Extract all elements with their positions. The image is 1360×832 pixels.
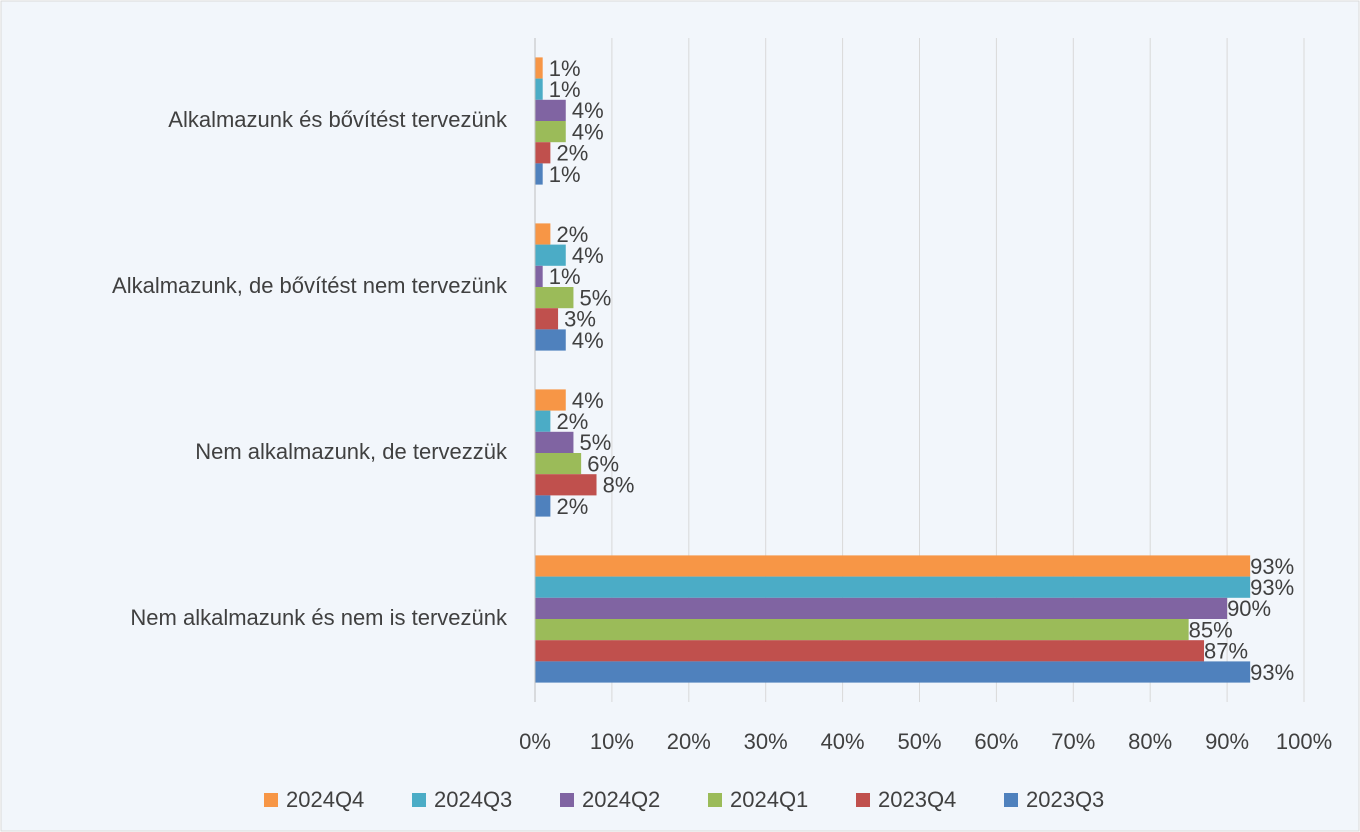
legend-label: 2023Q4	[878, 787, 956, 812]
legend-swatch	[856, 793, 870, 807]
data-label: 1%	[549, 162, 581, 187]
legend-swatch	[560, 793, 574, 807]
bar	[535, 57, 543, 79]
bar	[535, 308, 559, 330]
legend-label: 2024Q2	[582, 787, 660, 812]
data-label: 8%	[603, 473, 635, 498]
bar	[535, 99, 566, 121]
bar	[535, 474, 597, 496]
data-label: 2%	[556, 409, 588, 434]
data-label: 3%	[564, 307, 596, 332]
legend-swatch	[264, 793, 278, 807]
x-tick-label: 80%	[1128, 729, 1172, 754]
legend-label: 2024Q1	[730, 787, 808, 812]
data-label: 1%	[549, 77, 581, 102]
data-label: 2%	[556, 141, 588, 166]
x-tick-label: 60%	[974, 729, 1018, 754]
data-label: 93%	[1250, 554, 1294, 579]
data-label: 2%	[556, 494, 588, 519]
bar	[535, 661, 1251, 683]
bar	[535, 495, 551, 517]
category-label: Nem alkalmazunk és nem is tervezünk	[130, 605, 508, 630]
data-label: 85%	[1189, 617, 1233, 642]
data-label: 2%	[556, 222, 588, 247]
legend-label: 2024Q4	[286, 787, 364, 812]
bar	[535, 78, 543, 100]
x-tick-label: 10%	[590, 729, 634, 754]
legend-swatch	[412, 793, 426, 807]
legend-swatch	[1004, 793, 1018, 807]
bar	[535, 223, 551, 245]
data-label: 4%	[572, 243, 604, 268]
bar	[535, 287, 574, 309]
data-label: 5%	[580, 430, 612, 455]
bar	[535, 640, 1205, 662]
bar	[535, 410, 551, 432]
data-label: 1%	[549, 56, 581, 81]
data-label: 90%	[1227, 596, 1271, 621]
bar	[535, 163, 543, 185]
data-label: 93%	[1250, 660, 1294, 685]
legend-label: 2024Q3	[434, 787, 512, 812]
data-label: 87%	[1204, 639, 1248, 664]
category-label: Nem alkalmazunk, de tervezzük	[195, 439, 508, 464]
data-label: 4%	[572, 328, 604, 353]
x-tick-label: 0%	[519, 729, 551, 754]
bar	[535, 265, 543, 287]
bar	[535, 453, 582, 475]
category-label: Alkalmazunk és bővítést tervezünk	[168, 107, 508, 132]
bar	[535, 619, 1189, 641]
data-label: 5%	[580, 285, 612, 310]
bar	[535, 431, 574, 453]
x-tick-label: 90%	[1205, 729, 1249, 754]
x-tick-label: 70%	[1051, 729, 1095, 754]
data-label: 6%	[587, 451, 619, 476]
data-label: 93%	[1250, 575, 1294, 600]
legend-swatch	[708, 793, 722, 807]
x-tick-label: 40%	[821, 729, 865, 754]
data-label: 4%	[572, 388, 604, 413]
data-label: 1%	[549, 264, 581, 289]
legend-label: 2023Q3	[1026, 787, 1104, 812]
bar	[535, 389, 566, 411]
x-tick-label: 20%	[667, 729, 711, 754]
bar	[535, 597, 1228, 619]
x-tick-label: 100%	[1276, 729, 1332, 754]
bar	[535, 555, 1251, 577]
data-label: 4%	[572, 98, 604, 123]
category-label: Alkalmazunk, de bővítést nem tervezünk	[112, 273, 508, 298]
bar	[535, 329, 566, 351]
bar	[535, 244, 566, 266]
bar	[535, 576, 1251, 598]
bar	[535, 142, 551, 164]
x-tick-label: 50%	[897, 729, 941, 754]
data-label: 4%	[572, 119, 604, 144]
x-tick-label: 30%	[744, 729, 788, 754]
bar	[535, 121, 566, 143]
